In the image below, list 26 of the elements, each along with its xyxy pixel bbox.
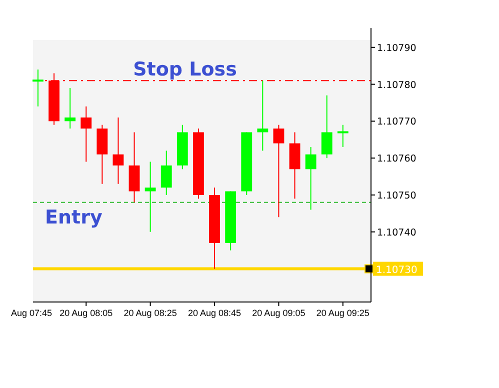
x-tick-label: 20 Aug 08:45 bbox=[188, 308, 242, 318]
candlestick bbox=[305, 146, 316, 210]
x-tick-label: 20 Aug 09:05 bbox=[252, 308, 306, 318]
y-tick-label: 1.10780 bbox=[377, 80, 416, 91]
y-tick-label: 1.10750 bbox=[377, 190, 416, 202]
candlestick bbox=[32, 69, 44, 107]
candlestick bbox=[64, 87, 76, 130]
x-tick-label: 20 Aug 08:25 bbox=[124, 308, 177, 318]
candlestick bbox=[160, 150, 172, 196]
y-tick-label: 1.10770 bbox=[377, 116, 416, 128]
x-tick-label: 20 Aug 09:25 bbox=[316, 308, 370, 318]
ref-line-label: Entry bbox=[45, 206, 103, 228]
text: Aug 07:45 bbox=[11, 308, 52, 318]
ref-line-label: Stop Loss bbox=[133, 58, 237, 81]
candlestick bbox=[112, 116, 124, 184]
candlestick bbox=[257, 80, 268, 152]
ref-line-label: 1.10730 bbox=[376, 264, 418, 276]
candlestick bbox=[273, 124, 284, 218]
candlestick bbox=[80, 106, 92, 162]
y-tick-label: 1.10790 bbox=[377, 42, 416, 54]
candlestick bbox=[337, 124, 348, 148]
candlestick bbox=[321, 94, 332, 159]
y-tick-label: 1.10760 bbox=[377, 154, 416, 165]
x-tick-label: 20 Aug 08:05 bbox=[60, 308, 113, 318]
candlestick bbox=[144, 161, 156, 232]
y-tick-label: 1.10740 bbox=[377, 227, 416, 238]
